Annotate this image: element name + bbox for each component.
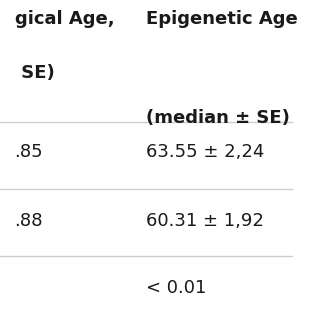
Text: .85: .85 [15,143,43,161]
Text: Epigenetic Age: Epigenetic Age [146,10,298,28]
Text: 63.55 ± 2,24: 63.55 ± 2,24 [146,143,265,161]
Text: 60.31 ± 1,92: 60.31 ± 1,92 [146,212,264,230]
Text: gical Age,: gical Age, [15,10,114,28]
Text: .88: .88 [15,212,43,230]
Text: < 0.01: < 0.01 [146,279,206,297]
Text: (median ± SE): (median ± SE) [146,109,290,127]
Text: SE): SE) [15,64,54,82]
